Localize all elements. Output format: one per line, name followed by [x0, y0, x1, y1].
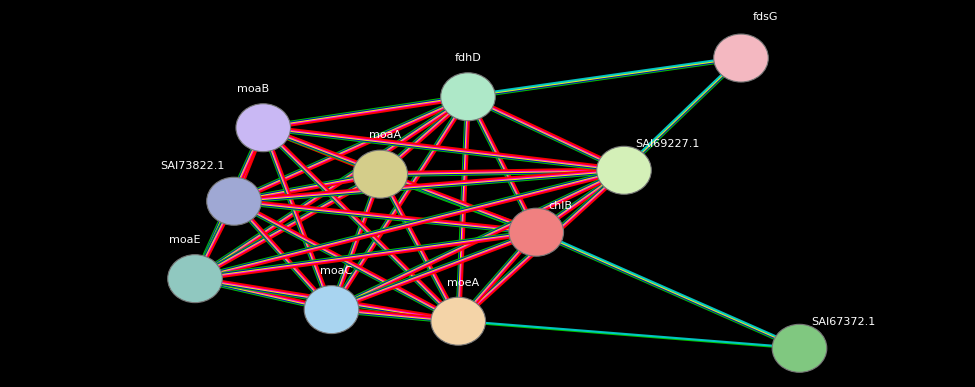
Ellipse shape — [207, 177, 261, 225]
Ellipse shape — [236, 104, 291, 152]
Text: SAI69227.1: SAI69227.1 — [636, 139, 700, 149]
Ellipse shape — [441, 73, 495, 121]
Text: SAI73822.1: SAI73822.1 — [160, 161, 224, 171]
Text: SAI67372.1: SAI67372.1 — [811, 317, 876, 327]
Ellipse shape — [509, 208, 564, 256]
Text: chlB: chlB — [548, 201, 572, 211]
Text: moaA: moaA — [370, 130, 401, 140]
Text: moaE: moaE — [170, 235, 201, 245]
Ellipse shape — [304, 286, 359, 334]
Ellipse shape — [353, 150, 408, 198]
Ellipse shape — [431, 297, 486, 345]
Text: fdsG: fdsG — [753, 12, 778, 22]
Text: fdhD: fdhD — [454, 53, 482, 63]
Ellipse shape — [714, 34, 768, 82]
Ellipse shape — [597, 146, 651, 194]
Text: moeA: moeA — [448, 277, 479, 288]
Ellipse shape — [168, 255, 222, 303]
Text: moaC: moaC — [320, 266, 353, 276]
Text: moaB: moaB — [238, 84, 269, 94]
Ellipse shape — [772, 324, 827, 372]
